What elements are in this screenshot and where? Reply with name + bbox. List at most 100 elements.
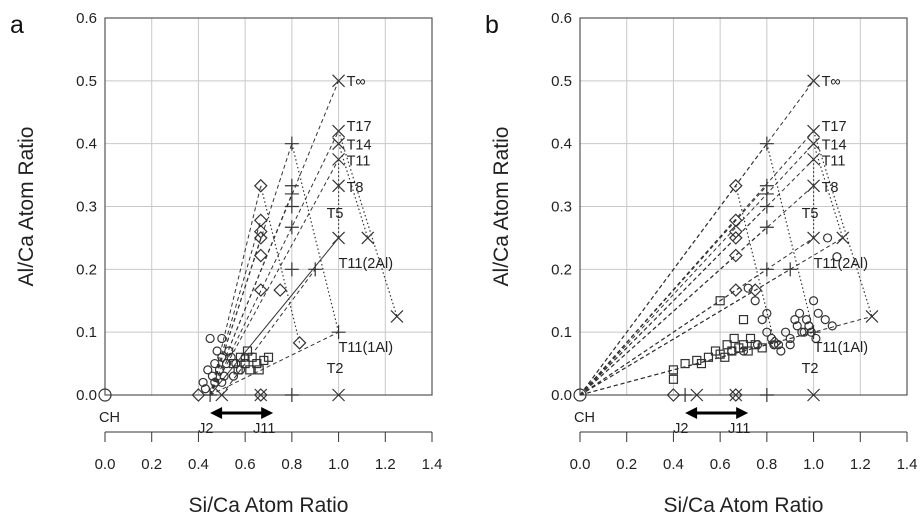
x-marker xyxy=(807,124,820,138)
measured-circle xyxy=(762,327,772,337)
measured-square xyxy=(757,343,767,353)
tie-line xyxy=(579,185,737,396)
x-tick-label: 0.0 xyxy=(570,456,591,473)
x-marker xyxy=(729,388,743,402)
measured-square xyxy=(242,346,253,356)
measured-square xyxy=(668,365,679,375)
measured-circle xyxy=(224,346,234,356)
x-marker xyxy=(807,74,820,88)
measured-square xyxy=(668,374,679,384)
y-tick-label: 0.2 xyxy=(76,261,97,278)
measured-square xyxy=(715,349,725,359)
diamond-marker xyxy=(728,224,743,239)
x-marker xyxy=(690,388,704,402)
diamond-marker xyxy=(253,283,268,297)
y-tick-label: 0.1 xyxy=(551,324,572,341)
label-t11: T11 xyxy=(822,153,846,169)
label-t11-1al: T11(1Al) xyxy=(814,340,869,356)
measured-circle xyxy=(757,315,767,325)
measured-circle xyxy=(226,352,236,362)
diamond-marker xyxy=(728,248,743,263)
plus-marker xyxy=(759,199,774,214)
diamond-marker xyxy=(748,283,763,297)
measured-circle xyxy=(797,327,807,337)
label-t14: T14 xyxy=(822,138,847,154)
measured-square xyxy=(750,340,760,350)
measured-square xyxy=(680,358,690,369)
diamond-marker xyxy=(292,335,307,350)
measured-circle xyxy=(820,315,830,325)
diamond-marker xyxy=(273,283,288,297)
measured-circle xyxy=(773,340,784,350)
measured-circle xyxy=(822,233,833,243)
measured-circle xyxy=(785,340,795,350)
diamond-marker xyxy=(728,178,743,193)
plot-frame xyxy=(579,17,908,396)
measured-circle xyxy=(813,308,823,318)
plot-frame xyxy=(104,17,433,396)
arrowhead-left xyxy=(685,407,698,419)
measured-square xyxy=(254,365,264,375)
measured-circle xyxy=(205,333,215,344)
x-tick-label: 0.4 xyxy=(663,456,684,473)
tie-line xyxy=(579,159,814,396)
tie-line xyxy=(209,220,262,396)
measured-circle xyxy=(792,321,802,331)
y-tick-label: 0.5 xyxy=(551,73,572,90)
measured-circle xyxy=(806,327,816,337)
series-link xyxy=(812,130,873,317)
y-tick-label: 0.5 xyxy=(76,73,97,90)
tie-line xyxy=(579,143,814,396)
tie-line xyxy=(579,237,737,396)
y-tick-label: 0.6 xyxy=(76,10,97,27)
x-marker xyxy=(332,124,345,138)
measured-circle xyxy=(769,340,779,350)
measured-square xyxy=(727,346,737,356)
x-marker xyxy=(836,231,850,245)
x-marker xyxy=(807,388,820,402)
x-axis-label: Si/Ca Atom Ratio xyxy=(189,494,349,517)
measured-square xyxy=(729,333,739,344)
measured-circle xyxy=(210,377,220,388)
measured-circle xyxy=(750,296,760,306)
plus-marker xyxy=(203,388,218,402)
measured-circle xyxy=(794,308,805,318)
label-t11-1al: T11(1Al) xyxy=(339,340,394,356)
measured-circle xyxy=(203,365,213,375)
series-link xyxy=(337,130,398,317)
ch-point xyxy=(98,388,112,402)
measured-circle xyxy=(801,315,812,325)
diamond-marker xyxy=(253,213,268,228)
x-tick-label: 0.2 xyxy=(141,456,162,473)
diamond-marker xyxy=(666,388,681,402)
tie-line xyxy=(579,289,756,396)
tie-line xyxy=(209,331,339,396)
ch-label: CH xyxy=(99,410,120,426)
x-marker xyxy=(332,152,345,166)
label-t8: T8 xyxy=(822,180,839,196)
plus-marker xyxy=(284,388,299,402)
measured-square xyxy=(252,358,262,369)
measured-circle xyxy=(785,333,795,344)
plus-marker xyxy=(783,262,798,277)
y-axis-label: Al/Ca Atom Ratio xyxy=(15,127,38,287)
x-marker xyxy=(390,310,404,323)
measured-square xyxy=(240,358,250,369)
label-j11: J11 xyxy=(253,421,275,437)
x-marker xyxy=(865,310,879,323)
y-tick-label: 0.1 xyxy=(76,324,97,341)
label-t2: T2 xyxy=(327,361,344,377)
panel-letter: b xyxy=(485,11,499,39)
label-t8: T8 xyxy=(347,180,364,196)
x-tick-label: 0.6 xyxy=(710,456,731,473)
label-t17: T17 xyxy=(347,119,372,135)
tie-line xyxy=(579,289,737,396)
measured-circle xyxy=(738,346,749,356)
measured-square xyxy=(696,358,707,369)
x-marker xyxy=(807,152,820,166)
measured-circle xyxy=(214,365,225,375)
tie-line-solid xyxy=(209,237,339,396)
y-tick-label: 0.4 xyxy=(551,136,572,153)
x-tick-label: 1.4 xyxy=(422,456,443,473)
label-t5: T5 xyxy=(327,206,344,222)
